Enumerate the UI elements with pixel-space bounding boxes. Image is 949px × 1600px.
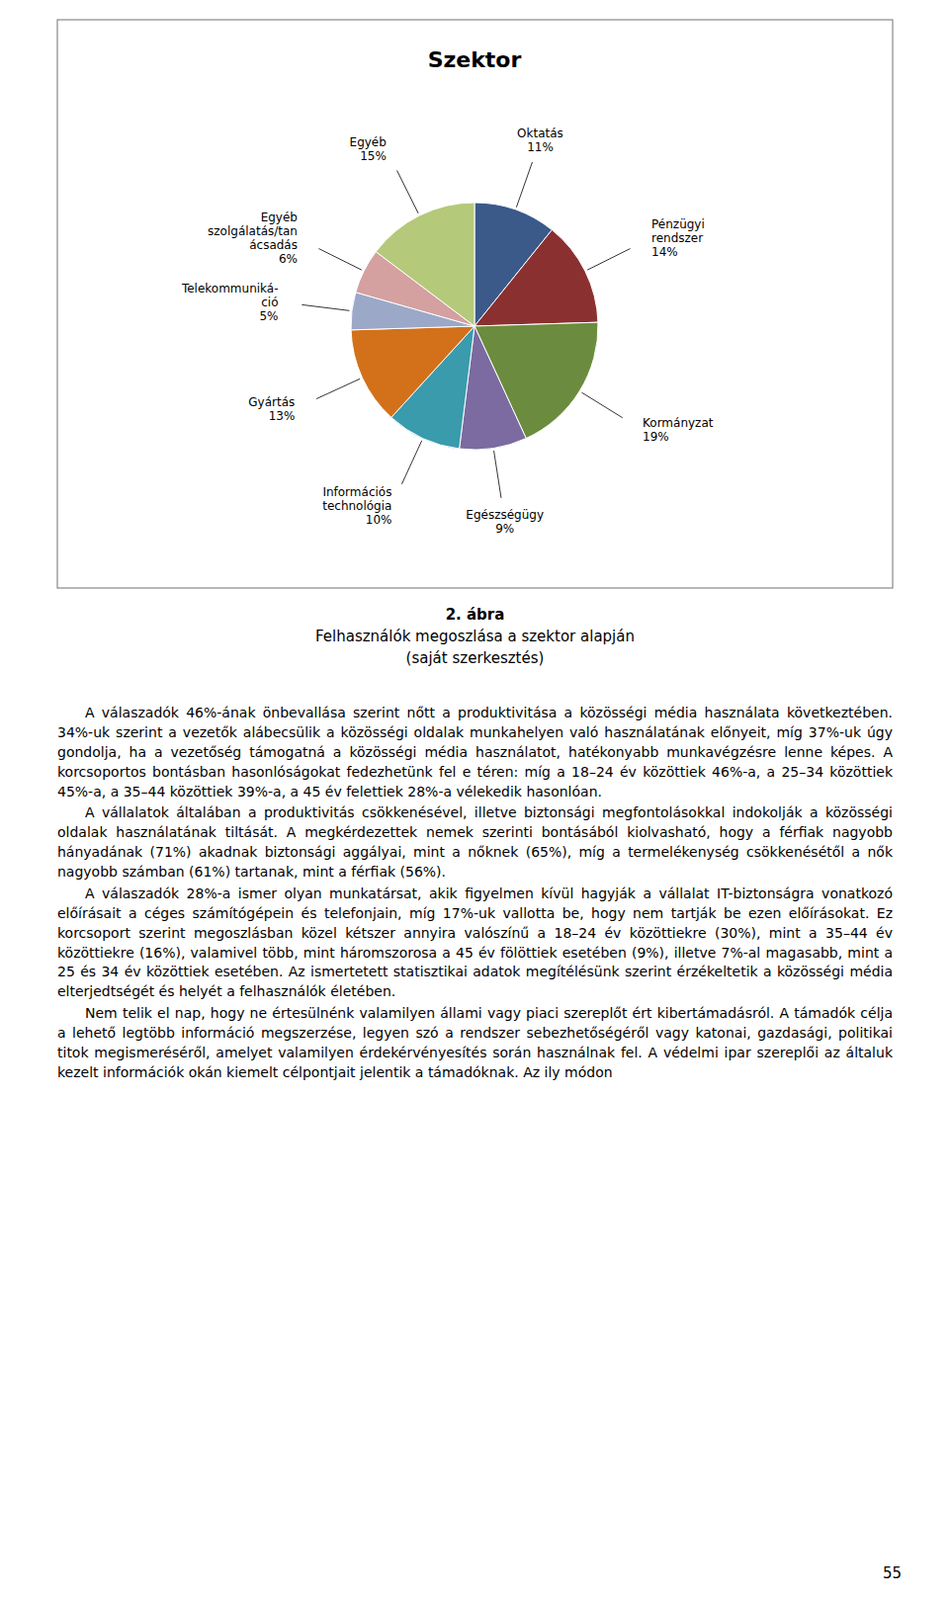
slice-label: Oktatás [517, 126, 564, 141]
pie-slice [474, 230, 599, 327]
value-label: 6% [278, 252, 298, 266]
value-label: 11% [526, 140, 554, 155]
slice-label: Egészségügy [465, 508, 544, 522]
leader-line [318, 249, 361, 271]
slice-label-line: Egészségügy [465, 508, 544, 522]
caption-line: 2. ábra [57, 604, 893, 627]
leader-line [301, 304, 349, 311]
value-label: 10% [365, 513, 393, 527]
caption-line: (saját szerkesztés) [57, 648, 893, 671]
leader-line [401, 440, 422, 485]
slice-label-line: Pénzügyi [651, 217, 705, 232]
slice-label: Gyártás [248, 395, 295, 410]
slice-label-line: Kormányzat [642, 416, 714, 431]
page-number: 55 [882, 1564, 902, 1583]
chart-title: Szektor [428, 47, 522, 73]
value-label: 15% [359, 149, 387, 164]
pie-slice [375, 202, 475, 327]
leader-line [587, 249, 630, 271]
value-label: 14% [651, 245, 679, 259]
paragraph: A válaszadók 28%-a ismer olyan munkatárs… [57, 884, 893, 1003]
slice-label: Kormányzat [642, 416, 714, 431]
slice-label-line: rendszer [651, 231, 703, 246]
slice-label: Információstechnológia [322, 485, 392, 514]
slice-label: Egyébszolgálatás/tanácsadás [207, 210, 298, 253]
slice-label-line: Információs [322, 485, 392, 500]
leader-line [397, 170, 420, 213]
slice-label: Egyéb [349, 135, 387, 150]
chart-svg: Szektor Oktatás11% Pénzügyirendszer14% Korm… [0, 0, 949, 599]
caption: 2. ábraFelhasználók megoszlása a szektor… [57, 604, 893, 670]
slice-label: Telekommuniká-ció [180, 281, 279, 310]
caption-line: Felhasználók megoszlása a szektor alapjá… [57, 626, 893, 649]
slice-label-line: ció [260, 295, 278, 310]
slice-label-line: Egyéb [349, 135, 387, 150]
slice-label-line: Oktatás [517, 126, 564, 141]
paragraph: A válaszadók 46%-ának önbevallása szerin… [57, 703, 893, 802]
value-label: 13% [268, 409, 296, 424]
paragraph: A vállalatok általában a produktivitás c… [57, 803, 893, 883]
value-label: 19% [642, 430, 670, 444]
slice-label-line: Gyártás [248, 395, 295, 410]
chart-frame [57, 19, 893, 589]
value-label: 9% [495, 521, 515, 536]
paragraph: Nem telik el nap, hogy ne értesülnénk va… [57, 1004, 893, 1084]
value-label: 5% [258, 309, 278, 324]
leader-line [516, 162, 532, 208]
pie: Oktatás11%Pénzügyirendszer14%Kormányzat1… [180, 126, 714, 536]
slice-label-line: Egyéb [260, 210, 298, 225]
leader-line [316, 378, 360, 399]
slice-label-line: Telekommuniká- [180, 281, 279, 296]
pie-slice [350, 326, 475, 418]
slice-label-line: szolgálatás/tan [207, 224, 298, 239]
body-text: A válaszadók 46%-ának önbevallása szerin… [57, 703, 893, 1086]
slice-label-line: ácsadás [249, 238, 298, 253]
slice-label: Pénzügyirendszer [651, 217, 705, 246]
leader-line [581, 392, 622, 419]
leader-line [494, 450, 502, 499]
slice-label-line: technológia [322, 499, 392, 514]
